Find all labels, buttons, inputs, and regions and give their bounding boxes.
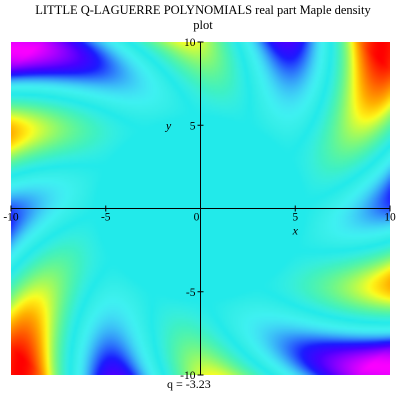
chart-title-line1: LITTLE Q-LAGUERRE POLYNOMIALS real part … [35, 3, 371, 17]
y-tick-label: 5 [190, 120, 196, 132]
q-caption: q = -3.23 [167, 377, 211, 391]
axes: -10 -5 0 5 10 10 5 -5 -10 x y [3, 37, 396, 382]
chart-title-line2: plot [193, 18, 213, 32]
y-axis-label: y [165, 118, 172, 132]
y-tick-label: -10 [180, 370, 196, 382]
x-tick-label: 10 [384, 212, 396, 224]
x-axis-label: x [292, 224, 299, 238]
x-tick-label: 0 [194, 212, 200, 224]
x-tick-label: 5 [292, 212, 298, 224]
x-tick-label: -10 [3, 212, 19, 224]
y-tick-label: 10 [184, 37, 196, 49]
x-tick-label: -5 [101, 212, 111, 224]
y-tick-label: -5 [186, 287, 196, 299]
